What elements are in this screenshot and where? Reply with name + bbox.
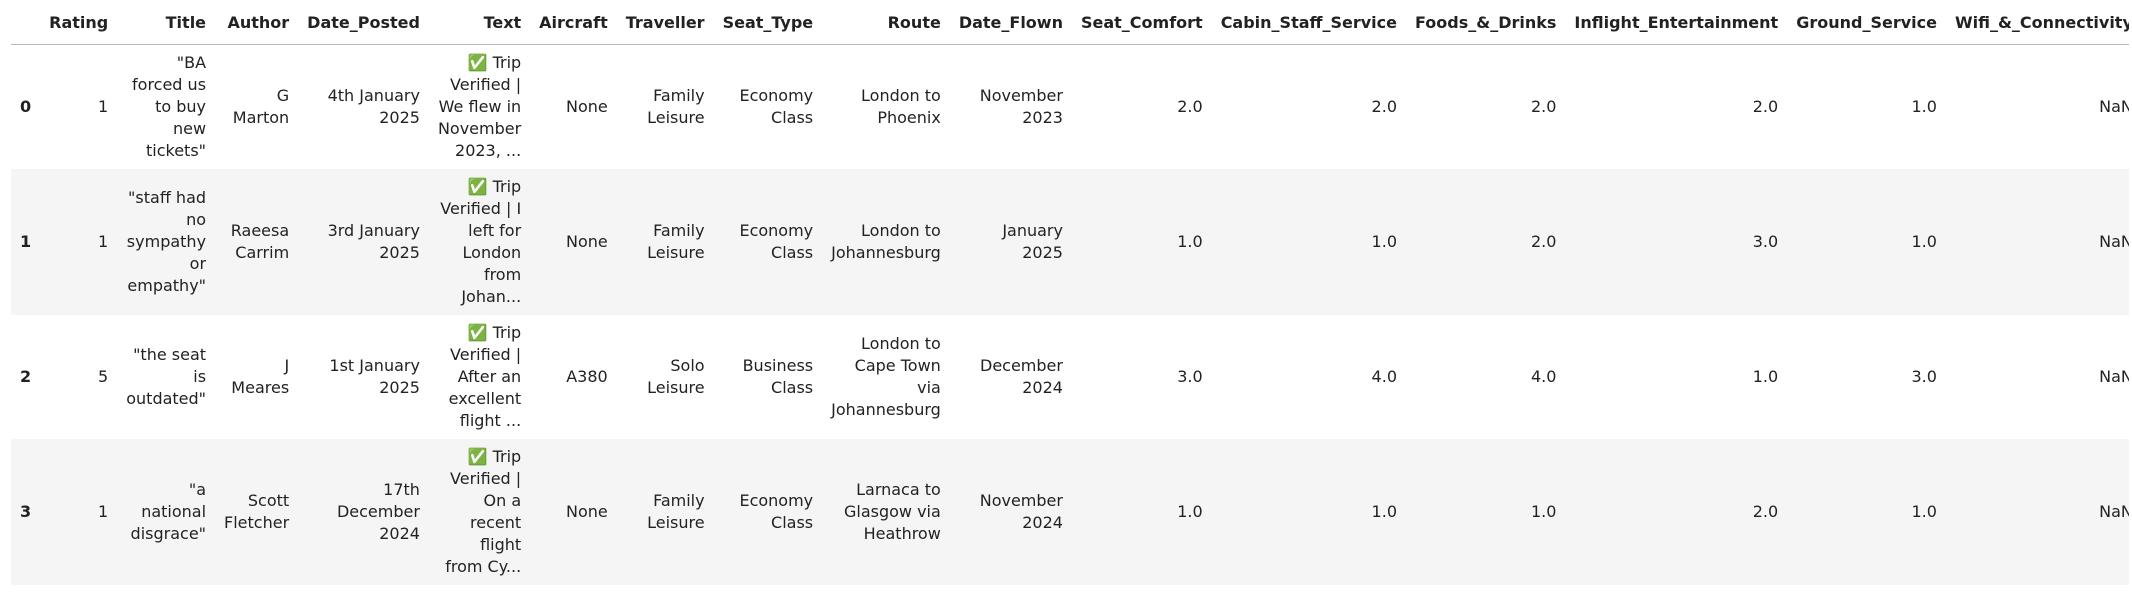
table-cell: 1 (98, 232, 109, 251)
table-cell: 1.0 (1177, 502, 1203, 521)
column-header: Cabin_Staff_Service (1211, 0, 1406, 45)
dataframe: Rating Title Author Date_Posted Text Aircraft… (11, 0, 2129, 595)
table-cell: November 2024 (979, 491, 1063, 532)
table-row: 1 1 "staff had no sympathy or empathy" Raee… (11, 169, 2129, 315)
table-cell: 1 (98, 97, 109, 116)
table-cell: 1.0 (1530, 502, 1557, 521)
row-index: 3 (20, 502, 32, 521)
table-cell: NaN (2099, 97, 2129, 116)
table-row: 2 5 "the seat is outdated" J Meares 1st Janu… (11, 315, 2129, 439)
table-row: 3 1 "a national disgrace" Scott Fletcher 17t… (11, 439, 2129, 585)
table-cell: ✅ Trip Verified | We flew in November 20… (437, 53, 522, 160)
column-header: Traveller (616, 0, 714, 45)
table-row: 0 1 "BA forced us to buy new tickets" G Mar… (11, 45, 2129, 170)
row-index: 0 (20, 97, 32, 116)
table-cell: Solo Leisure (647, 356, 705, 397)
column-header: Foods_&_Drinks (1406, 0, 1566, 45)
table-cell: 3.0 (1177, 367, 1203, 386)
table: Rating Title Author Date_Posted Text Aircraft… (11, 0, 2129, 585)
column-header: Wifi_&_Connectivity (1945, 0, 2129, 45)
row-index: 1 (20, 232, 32, 251)
table-cell: Economy Class (739, 491, 814, 532)
column-header: Seat_Comfort (1071, 0, 1212, 45)
table-cell: 1st January 2025 (329, 356, 420, 397)
row-index: 2 (20, 367, 32, 386)
table-cell: Raeesa Carrim (230, 221, 290, 262)
table-cell: December 2024 (980, 356, 1063, 397)
table-cell: Larnaca to Glasgow via Heathrow (843, 480, 941, 543)
table-cell: 2.0 (1530, 97, 1557, 116)
table-cell: None (565, 97, 608, 116)
table-cell: None (565, 502, 608, 521)
table-cell: January 2025 (1002, 221, 1063, 262)
table-cell: 3.0 (1752, 232, 1779, 251)
index-header (11, 0, 41, 45)
table-cell: 1 (98, 502, 109, 521)
column-header: Aircraft (530, 0, 617, 45)
table-cell: 3.0 (1911, 367, 1937, 386)
table-cell: 1.0 (1752, 367, 1779, 386)
table-cell: 1.0 (1911, 502, 1937, 521)
column-header: Route (822, 0, 950, 45)
table-cell: ✅ Trip Verified | After an excellent fli… (448, 323, 522, 430)
table-cell: 5 (98, 367, 109, 386)
table-cell: 4.0 (1371, 367, 1397, 386)
table-cell: 1.0 (1371, 502, 1397, 521)
table-cell: 4th January 2025 (327, 86, 420, 127)
table-cell: London to Cape Town via Johannesburg (831, 334, 941, 419)
column-header: Ground_Service (1787, 0, 1946, 45)
table-cell: Family Leisure (647, 86, 705, 127)
table-cell: 4.0 (1530, 367, 1557, 386)
table-cell: 2.0 (1752, 97, 1779, 116)
column-header: Date_Flown (949, 0, 1072, 45)
table-cell: Business Class (742, 356, 814, 397)
table-cell: G Marton (232, 86, 290, 127)
table-cell: NaN (2099, 367, 2129, 386)
column-header: Rating (40, 0, 118, 45)
table-cell: London to Johannesburg (831, 221, 941, 262)
header-row: Rating Title Author Date_Posted Text Aircraft… (11, 0, 2129, 45)
table-cell: 1.0 (1911, 232, 1937, 251)
column-header: Text (428, 0, 531, 45)
table-cell: NaN (2099, 502, 2129, 521)
table-cell: "a national disgrace" (130, 480, 207, 543)
table-cell: 17th December 2024 (336, 480, 420, 543)
table-cell: London to Phoenix (861, 86, 941, 127)
table-cell: ✅ Trip Verified | I left for London from… (440, 177, 522, 306)
table-cell: "staff had no sympathy or empathy" (126, 188, 207, 295)
table-cell: Economy Class (739, 221, 814, 262)
column-header: Seat_Type (713, 0, 823, 45)
table-cell: J Meares (231, 356, 290, 397)
column-header: Title (117, 0, 216, 45)
table-cell: NaN (2099, 232, 2129, 251)
table-cell: None (565, 232, 608, 251)
table-cell: 2.0 (1530, 232, 1557, 251)
table-cell: 1.0 (1911, 97, 1937, 116)
column-header: Inflight_Entertainment (1565, 0, 1788, 45)
column-header: Date_Posted (298, 0, 429, 45)
table-cell: 3rd January 2025 (327, 221, 420, 262)
table-cell: Economy Class (739, 86, 814, 127)
column-header: Author (215, 0, 299, 45)
table-cell: ✅ Trip Verified | On a recent flight fro… (445, 447, 522, 576)
table-cell: 2.0 (1371, 97, 1397, 116)
table-cell: 1.0 (1177, 232, 1203, 251)
table-cell: November 2023 (979, 86, 1063, 127)
table-cell: 2.0 (1752, 502, 1779, 521)
table-cell: "BA forced us to buy new tickets" (132, 53, 207, 160)
table-cell: A380 (566, 367, 608, 386)
table-cell: "the seat is outdated" (126, 345, 207, 408)
table-cell: Family Leisure (647, 491, 705, 532)
table-cell: Family Leisure (647, 221, 705, 262)
table-cell: 2.0 (1177, 97, 1203, 116)
table-cell: Scott Fletcher (224, 491, 290, 532)
table-cell: 1.0 (1371, 232, 1397, 251)
